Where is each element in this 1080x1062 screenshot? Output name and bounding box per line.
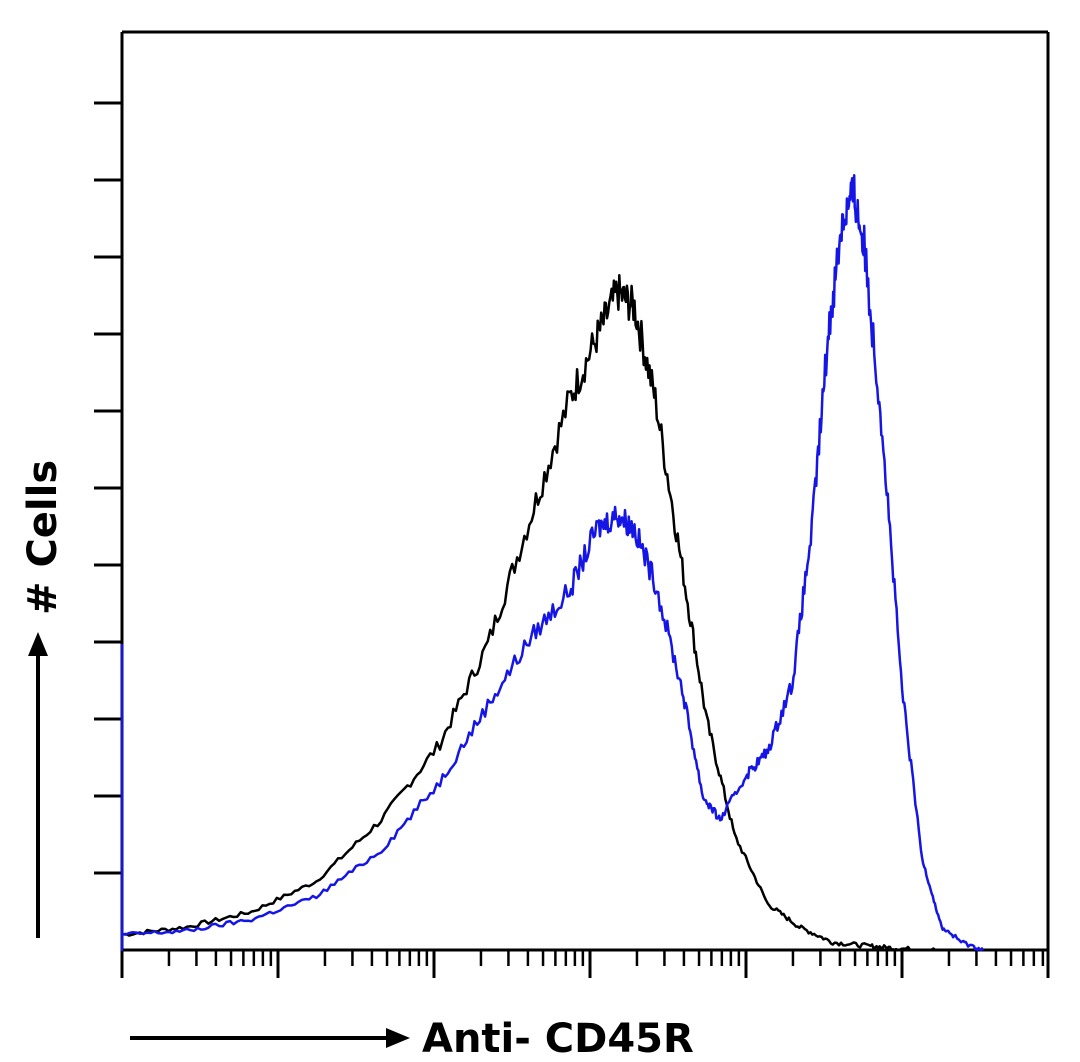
y-axis-ticks (94, 101, 122, 875)
series-line-blue (120, 174, 985, 952)
series-layer (120, 174, 985, 952)
x-axis-label: Anti- CD45R (422, 1016, 694, 1062)
x-axis-label-group: Anti- CD45R (130, 1016, 694, 1062)
x-axis-ticks (120, 950, 1050, 978)
series-line-black (120, 273, 937, 952)
y-arrow-head (28, 632, 48, 656)
plot-frame (120, 30, 1050, 952)
y-axis-label: # Cells (20, 460, 66, 615)
x-arrow-head (386, 1028, 410, 1048)
y-axis-label-group: # Cells (20, 460, 66, 938)
